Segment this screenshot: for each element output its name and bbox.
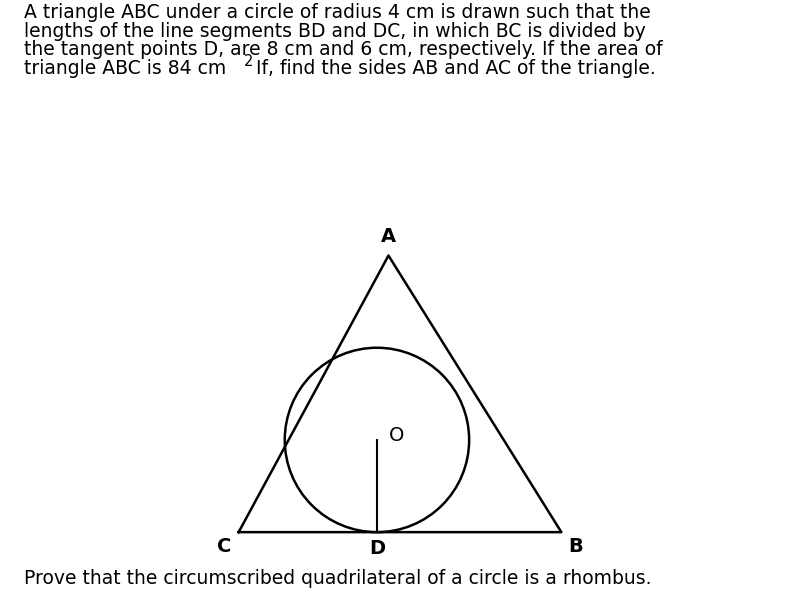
Text: D: D xyxy=(369,539,385,558)
Text: lengths of the line segments BD and DC, in which BC is divided by: lengths of the line segments BD and DC, … xyxy=(24,22,646,41)
Text: B: B xyxy=(568,537,583,556)
Text: triangle ABC is 84 cm: triangle ABC is 84 cm xyxy=(24,59,226,78)
Text: O: O xyxy=(389,426,404,445)
Text: the tangent points D, are 8 cm and 6 cm, respectively. If the area of: the tangent points D, are 8 cm and 6 cm,… xyxy=(24,40,662,59)
Text: A triangle ABC under a circle of radius 4 cm is drawn such that the: A triangle ABC under a circle of radius … xyxy=(24,3,650,22)
Text: 2: 2 xyxy=(244,54,254,69)
Text: C: C xyxy=(218,537,232,556)
Text: Prove that the circumscribed quadrilateral of a circle is a rhombus.: Prove that the circumscribed quadrilater… xyxy=(24,569,651,588)
Text: If, find the sides AB and AC of the triangle.: If, find the sides AB and AC of the tria… xyxy=(256,59,656,78)
Text: A: A xyxy=(381,227,396,246)
